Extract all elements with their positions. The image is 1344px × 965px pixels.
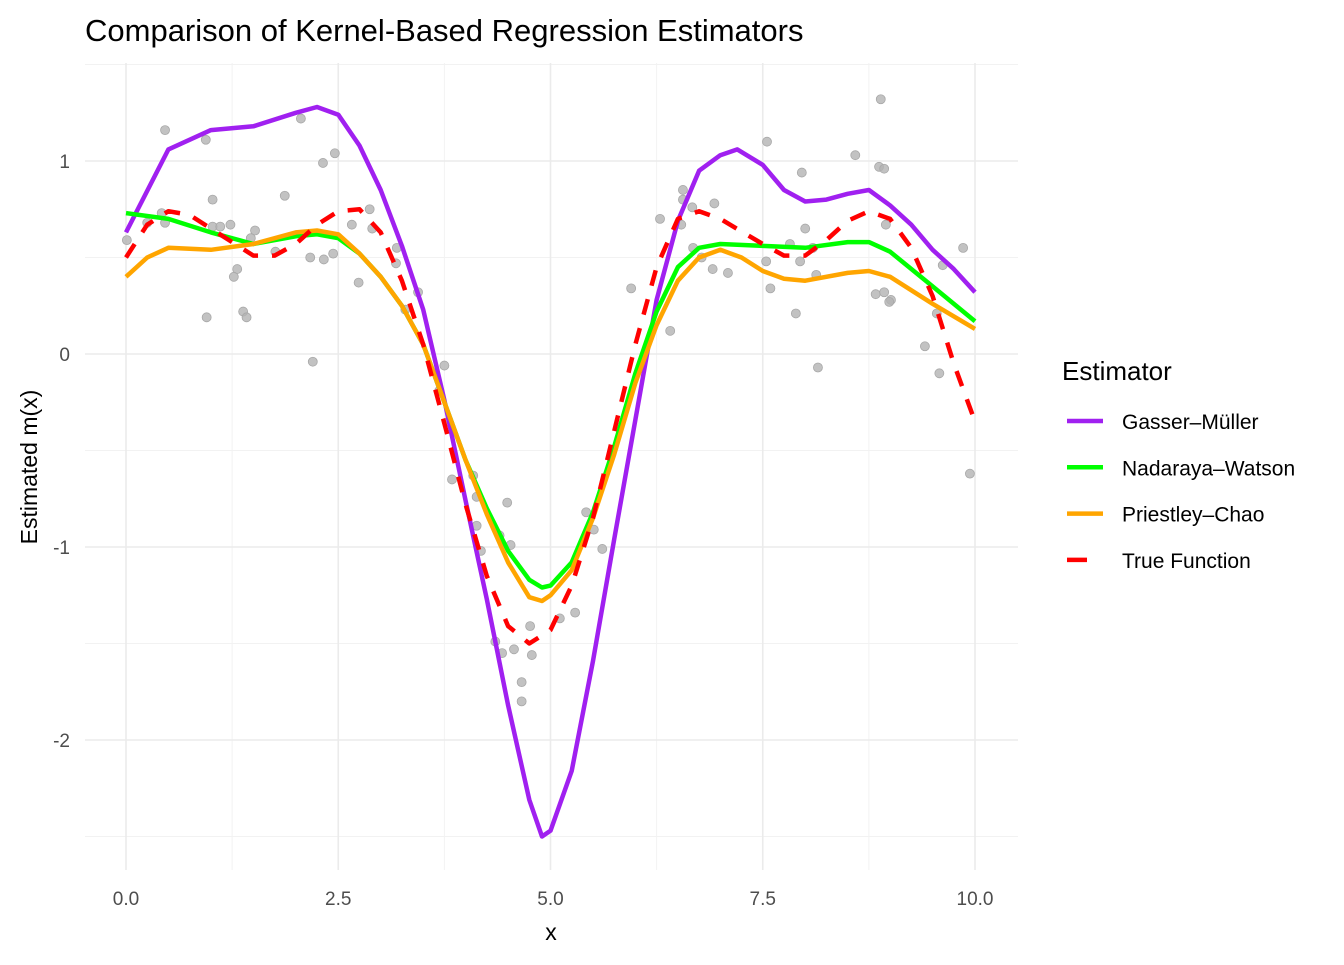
y-tick-label: 1 <box>59 152 70 173</box>
data-point <box>447 474 457 485</box>
data-point <box>329 148 340 159</box>
x-tick-label: 2.5 <box>325 889 351 910</box>
data-point <box>790 308 801 319</box>
data-point <box>364 204 375 215</box>
data-point <box>655 213 665 224</box>
series-line-true-function <box>124 207 978 646</box>
data-point <box>516 677 527 687</box>
y-axis-ticks: 1 0 -1 -2 <box>53 152 70 752</box>
data-point <box>879 287 890 298</box>
data-point <box>813 362 823 373</box>
data-point <box>307 356 318 367</box>
data-point <box>800 223 811 234</box>
data-point <box>279 190 290 201</box>
data-point <box>665 325 676 336</box>
data-point <box>121 235 132 246</box>
data-point <box>884 296 895 307</box>
data-point <box>215 221 226 232</box>
data-point <box>934 368 945 379</box>
data-point <box>200 134 211 145</box>
legend-label: Nadaraya–Watson <box>1122 457 1295 480</box>
data-point <box>880 219 891 230</box>
data-point <box>870 289 881 300</box>
data-point <box>305 252 316 263</box>
data-point <box>570 607 581 618</box>
data-point <box>687 202 698 213</box>
data-point <box>516 696 527 707</box>
legend: Estimator Gasser–Müller Nadaraya–Watson Pr… <box>1062 356 1295 573</box>
data-point <box>353 277 364 288</box>
data-point <box>879 163 890 174</box>
data-point <box>762 136 772 147</box>
data-point <box>709 198 720 209</box>
data-point <box>723 268 733 278</box>
data-point <box>225 219 236 230</box>
data-point <box>241 312 252 323</box>
data-point <box>318 158 328 168</box>
legend-label: Priestley–Chao <box>1122 504 1264 527</box>
legend-title: Estimator <box>1062 356 1172 386</box>
legend-label: Gasser–Müller <box>1122 411 1259 434</box>
data-point <box>795 256 806 267</box>
scatter-points <box>121 94 975 707</box>
series-lines <box>123 104 978 839</box>
x-axis-label: x <box>545 919 557 945</box>
data-point <box>765 283 776 294</box>
data-point <box>958 242 969 253</box>
data-point <box>796 167 807 178</box>
data-point <box>160 125 170 136</box>
data-point <box>346 219 357 230</box>
data-point <box>761 256 772 267</box>
y-axis-label: Estimated m(x) <box>16 390 42 545</box>
data-point <box>509 644 519 655</box>
data-point <box>678 185 688 195</box>
data-point <box>526 650 537 660</box>
x-tick-label: 10.0 <box>957 889 994 910</box>
y-tick-label: 0 <box>59 345 70 366</box>
grid <box>85 63 1018 870</box>
data-point <box>707 264 718 274</box>
y-tick-label: -1 <box>53 538 70 559</box>
data-point <box>295 113 306 124</box>
series-line-gasser-m-ller <box>123 104 977 839</box>
data-point <box>502 497 513 508</box>
data-point <box>626 283 637 294</box>
y-tick-label: -2 <box>53 731 70 752</box>
data-point <box>965 468 975 479</box>
data-point <box>597 544 608 554</box>
x-tick-label: 5.0 <box>537 889 563 910</box>
data-point <box>207 194 218 205</box>
x-axis-ticks: 0.0 2.5 5.0 7.5 10.0 <box>113 889 994 910</box>
data-point <box>850 150 861 161</box>
data-point <box>920 341 930 352</box>
data-point <box>318 254 329 265</box>
x-tick-label: 7.5 <box>750 889 776 910</box>
data-point <box>439 360 450 371</box>
data-point <box>201 312 212 323</box>
legend-label: True Function <box>1122 550 1251 573</box>
series-line-priestley-chao <box>124 228 977 604</box>
data-point <box>228 271 239 282</box>
data-point <box>875 94 886 105</box>
data-point <box>250 225 260 236</box>
data-point <box>328 248 339 259</box>
series-line-nadaraya-watson <box>125 210 977 590</box>
x-tick-label: 0.0 <box>113 889 139 910</box>
data-point <box>525 621 536 632</box>
chart-title: Comparison of Kernel-Based Regression Es… <box>85 13 803 48</box>
